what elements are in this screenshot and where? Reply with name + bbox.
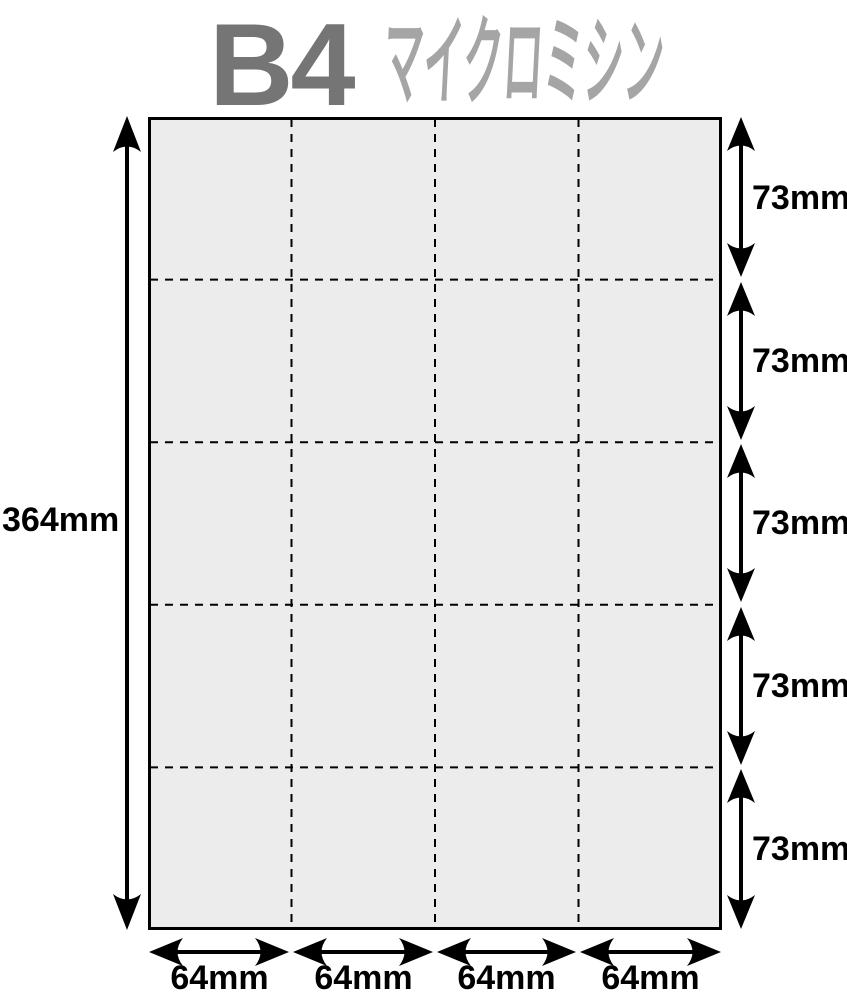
column-dimension-arrows bbox=[149, 938, 721, 966]
arrowhead-up-icon bbox=[727, 117, 755, 151]
arrowhead-left-icon bbox=[437, 938, 471, 966]
arrowhead-down-icon bbox=[727, 731, 755, 765]
row-height-label: 73mm bbox=[752, 342, 847, 380]
total-height-label: 364mm bbox=[2, 501, 120, 539]
arrowhead-left-icon bbox=[293, 938, 327, 966]
arrowhead-down-icon bbox=[113, 894, 141, 930]
row-height-label: 73mm bbox=[752, 667, 847, 705]
row-arrow bbox=[727, 444, 755, 602]
paper-sheet bbox=[148, 117, 722, 930]
paper-size-title: B4 bbox=[209, 0, 356, 130]
column-width-label: 64mm bbox=[601, 959, 700, 997]
arrowhead-right-icon bbox=[399, 938, 433, 966]
row-height-label: 73mm bbox=[752, 179, 847, 217]
total-height-arrow bbox=[113, 116, 141, 930]
row-height-label: 73mm bbox=[752, 504, 847, 542]
row-dimension-arrows bbox=[727, 117, 755, 929]
row-arrow bbox=[727, 769, 755, 929]
arrowhead-up-icon bbox=[727, 282, 755, 316]
column-width-label: 64mm bbox=[314, 959, 413, 997]
row-arrow bbox=[727, 282, 755, 440]
arrowhead-up-icon bbox=[727, 769, 755, 803]
column-arrow bbox=[580, 938, 721, 966]
arrowhead-right-icon bbox=[542, 938, 576, 966]
arrowhead-right-icon bbox=[255, 938, 289, 966]
arrowhead-up-icon bbox=[727, 607, 755, 641]
column-arrow bbox=[437, 938, 576, 966]
arrowhead-down-icon bbox=[727, 406, 755, 440]
arrowhead-down-icon bbox=[727, 568, 755, 602]
perforation-lines bbox=[150, 119, 720, 928]
arrowhead-left-icon bbox=[149, 938, 183, 966]
column-width-label: 64mm bbox=[170, 959, 269, 997]
arrowhead-up-icon bbox=[113, 116, 141, 152]
arrowhead-down-icon bbox=[727, 243, 755, 277]
row-arrow bbox=[727, 117, 755, 277]
column-arrow bbox=[149, 938, 289, 966]
column-width-label: 64mm bbox=[457, 959, 556, 997]
arrowhead-down-icon bbox=[727, 895, 755, 929]
column-arrow bbox=[293, 938, 433, 966]
row-height-label: 73mm bbox=[752, 830, 847, 868]
row-arrow bbox=[727, 607, 755, 765]
arrowhead-up-icon bbox=[727, 444, 755, 478]
arrowhead-right-icon bbox=[687, 938, 721, 966]
arrowhead-left-icon bbox=[580, 938, 614, 966]
